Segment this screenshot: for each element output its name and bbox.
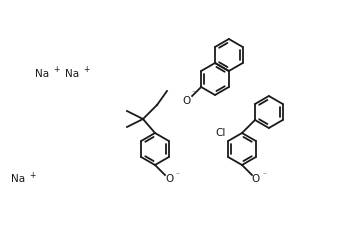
- Text: +: +: [29, 171, 35, 180]
- Text: O: O: [252, 174, 260, 184]
- Text: ⁻: ⁻: [262, 171, 266, 180]
- Text: Na: Na: [35, 69, 49, 79]
- Text: Cl: Cl: [215, 128, 225, 138]
- Text: ⁻: ⁻: [191, 88, 195, 97]
- Text: +: +: [83, 65, 89, 74]
- Text: O: O: [165, 174, 173, 184]
- Text: Na: Na: [65, 69, 79, 79]
- Text: O: O: [182, 96, 190, 106]
- Text: ⁻: ⁻: [175, 171, 179, 180]
- Text: +: +: [53, 65, 60, 74]
- Text: Na: Na: [11, 174, 25, 184]
